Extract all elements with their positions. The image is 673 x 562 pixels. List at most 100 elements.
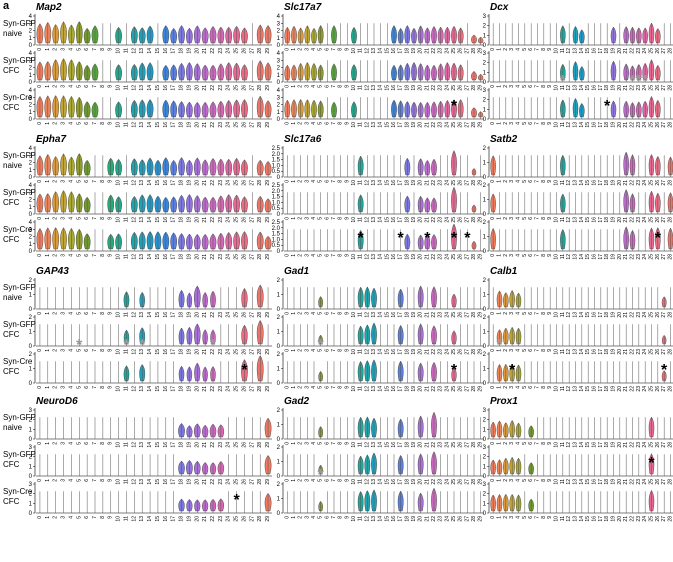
cluster-tick-label: 25 [451, 479, 457, 485]
cluster-tick-label: 28 [471, 349, 477, 355]
cluster-tick-label: 29 [478, 122, 484, 128]
cluster-tick-label: 27 [464, 85, 470, 91]
cluster-tick-label: 1 [291, 312, 297, 315]
cluster-tick-label: 10 [116, 479, 122, 485]
cluster-tick-label: 28 [471, 180, 477, 186]
cluster-tick-label: 3 [304, 312, 310, 315]
cluster-tick-label: 11 [560, 217, 566, 222]
cluster-tick-label: 25 [649, 254, 655, 260]
cluster-tick-label: 13 [139, 180, 145, 186]
y-tick-label: 0 [483, 117, 487, 123]
cluster-tick-label: 25 [649, 386, 655, 392]
cluster-tick-label: 19 [186, 442, 192, 448]
cluster-tick-label: 18 [404, 516, 410, 522]
y-tick-label: 3 [29, 408, 33, 414]
cluster-tick-label: 11 [560, 312, 566, 317]
cluster-tick-label: 13 [139, 442, 145, 448]
cluster-tick-label: 28 [257, 312, 263, 318]
cluster-tick-label: 11 [123, 217, 129, 222]
cluster-tick-label: 28 [471, 442, 477, 448]
cluster-tick-label: 19 [411, 48, 417, 54]
y-tick-label: 3 [29, 58, 33, 64]
cluster-tick-label: 21 [623, 217, 629, 223]
cluster-tick-label: 16 [592, 254, 598, 260]
cluster-tick-label: 3 [509, 48, 515, 51]
cluster-tick-label: 14 [579, 85, 585, 91]
cluster-tick-label: 9 [547, 349, 553, 352]
y-tick-label: 0 [29, 43, 33, 49]
cluster-tick-label: 8 [338, 386, 344, 389]
cluster-tick-label: 20 [617, 442, 623, 448]
condition-label: Syn-GFP [3, 450, 36, 459]
cluster-tick-label: 4 [311, 312, 317, 315]
cluster-tick-label: 15 [155, 180, 161, 186]
cluster-tick-label: 15 [384, 254, 390, 260]
cluster-tick-label: 15 [585, 442, 591, 448]
cluster-tick-label: 2 [503, 442, 509, 445]
cluster-tick-label: 21 [623, 442, 629, 448]
cluster-tick-label: 11 [358, 48, 364, 53]
cluster-tick-label: 15 [585, 48, 591, 54]
y-tick-label: 2 [29, 352, 33, 358]
cluster-tick-label: 8 [338, 516, 344, 519]
cluster-tick-label: 13 [573, 516, 579, 522]
cluster-tick-label: 4 [516, 48, 522, 51]
cluster-tick-label: 12 [566, 442, 572, 448]
cluster-tick-label: 27 [249, 386, 255, 392]
cluster-tick-label: 21 [202, 217, 208, 223]
cluster-tick-label: 15 [155, 386, 161, 392]
cluster-tick-label: 26 [458, 386, 464, 392]
cluster-tick-label: 19 [611, 217, 617, 223]
cluster-tick-label: 17 [398, 349, 404, 355]
y-tick-label: 3 [483, 482, 487, 488]
cluster-tick-label: 17 [398, 442, 404, 448]
cluster-tick-label: 19 [411, 122, 417, 128]
cluster-tick-label: 1 [45, 442, 51, 445]
cluster-tick-label: 1 [45, 349, 51, 352]
cluster-tick-label: 7 [331, 85, 337, 88]
cluster-tick-label: 26 [241, 122, 247, 128]
cluster-tick-label: 27 [249, 122, 255, 128]
cluster-tick-label: 9 [108, 516, 114, 519]
cluster-tick-label: 10 [554, 386, 560, 392]
cluster-tick-label: 22 [431, 516, 437, 522]
y-tick-label: 0 [29, 80, 33, 86]
cluster-tick-label: 3 [61, 386, 67, 389]
cluster-tick-label: 16 [163, 386, 169, 392]
cluster-tick-label: 21 [202, 349, 208, 355]
cluster-tick-label: 8 [100, 479, 106, 482]
cluster-tick-label: 12 [131, 349, 137, 355]
cluster-tick-label: 6 [84, 349, 90, 352]
cluster-tick-label: 15 [384, 479, 390, 485]
cluster-tick-label: 9 [547, 442, 553, 445]
condition-label: Syn-GFP [3, 19, 36, 28]
cluster-tick-label: 3 [509, 122, 515, 125]
cluster-tick-label: 15 [155, 254, 161, 260]
cluster-tick-label: 22 [210, 442, 216, 448]
cluster-tick-label: 17 [398, 85, 404, 91]
y-tick-label: 0 [29, 511, 33, 517]
cluster-tick-label: 2 [53, 516, 59, 519]
y-tick-label: 1 [483, 235, 487, 241]
cluster-tick-label: 0 [37, 349, 43, 352]
cluster-tick-label: 14 [378, 349, 384, 355]
y-tick-label: 1 [277, 460, 281, 466]
cluster-tick-label: 6 [324, 254, 330, 257]
cluster-tick-label: 25 [649, 312, 655, 318]
cluster-tick-label: 19 [611, 312, 617, 318]
cluster-tick-label: 23 [636, 180, 642, 186]
gene-title: Dcx [490, 2, 509, 13]
cluster-tick-label: 26 [241, 180, 247, 186]
cluster-tick-label: 2 [503, 180, 509, 183]
y-tick-label: 0 [277, 175, 281, 181]
cluster-tick-label: 8 [541, 180, 547, 183]
cluster-tick-label: 15 [585, 386, 591, 392]
cluster-tick-label: 24 [444, 479, 450, 485]
y-tick-label: 1 [29, 110, 33, 116]
y-tick-label: 1 [277, 497, 281, 503]
cluster-tick-label: 29 [265, 312, 271, 318]
y-tick-label: 1 [483, 501, 487, 507]
cluster-tick-label: 6 [84, 516, 90, 519]
cluster-tick-label: 29 [478, 479, 484, 485]
cluster-tick-label: 16 [391, 312, 397, 318]
